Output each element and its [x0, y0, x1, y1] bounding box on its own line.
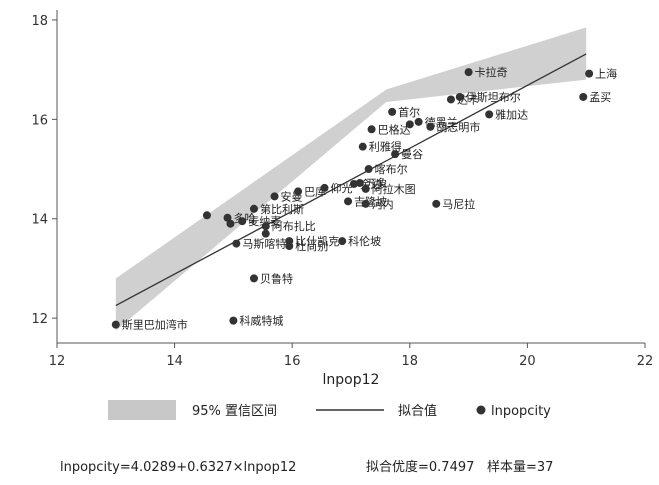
x-tick-label: 16: [284, 354, 301, 369]
data-point-label: 贝鲁特: [260, 271, 293, 285]
data-point: [355, 178, 364, 187]
data-point: [294, 187, 303, 196]
data-point-label: 孟买: [589, 91, 611, 104]
data-point: [426, 122, 435, 131]
y-tick-label: 18: [31, 14, 48, 29]
data-point: [229, 316, 238, 325]
data-marks: 斯里巴加湾市科威特城贝鲁特多哈马斯喀特麦纳麦第比利斯阿布扎比安曼杜尚别比什凯克巴…: [111, 27, 617, 332]
legend-fit-label: 拟合值: [398, 403, 437, 419]
data-point-label: 阿布扎比: [272, 219, 316, 233]
data-point: [358, 142, 367, 151]
data-point-label: 河内: [372, 197, 394, 211]
data-point: [270, 192, 279, 201]
data-point: [388, 107, 397, 116]
data-point: [391, 150, 400, 159]
data-point-label: 阿拉木图: [372, 182, 416, 196]
sample-size: 样本量=37: [487, 460, 553, 475]
data-point-label: 马尼拉: [442, 197, 475, 211]
y-tick-label: 16: [31, 113, 48, 128]
data-point-label: 麦纳麦: [248, 215, 281, 228]
data-point: [405, 120, 414, 129]
data-point-label: 科伦坡: [348, 234, 381, 248]
data-point-label: 马斯喀特: [242, 237, 286, 251]
data-point: [414, 117, 423, 126]
data-point: [364, 165, 373, 174]
x-tick-label: 22: [637, 354, 654, 369]
data-point: [579, 92, 588, 101]
data-point: [223, 213, 232, 222]
data-point-label: 卡拉奇: [475, 65, 508, 79]
data-point-label: 比什凯克: [295, 235, 339, 248]
data-point: [432, 199, 441, 208]
data-point-label: 利雅得: [369, 140, 402, 154]
legend-point-swatch: [476, 405, 486, 415]
data-point: [367, 125, 376, 134]
data-point-label: 万象: [366, 177, 388, 190]
r-squared: 拟合优度=0.7497: [366, 459, 474, 475]
data-point: [249, 274, 258, 283]
data-point-label: 上海: [595, 67, 617, 81]
data-point: [349, 179, 358, 188]
data-point: [226, 219, 235, 228]
y-tick-label: 14: [31, 213, 48, 228]
data-point-label: 雅加达: [495, 107, 528, 121]
data-point: [238, 217, 247, 226]
data-point-label: 伊斯坦布尔: [466, 90, 521, 104]
data-point: [361, 184, 370, 193]
data-point-label: 曼谷: [401, 148, 423, 161]
legend-ci-swatch: [108, 400, 176, 420]
data-point-label: 斯里巴加湾市: [122, 318, 188, 332]
data-point: [249, 204, 258, 213]
data-point-label: 第比利斯: [260, 202, 304, 216]
data-point-label: 巴格达: [378, 122, 411, 136]
fit-line: [115, 53, 587, 307]
legend-point-label: lnpopcity: [491, 404, 551, 419]
data-point: [232, 239, 241, 248]
y-tick-label: 12: [31, 312, 48, 327]
confidence-band: [115, 27, 587, 331]
footer-stats: lnpopcity=4.0289+0.6327×lnpop12 拟合优度=0.74…: [60, 459, 553, 475]
data-point: [320, 183, 329, 192]
regression-equation: lnpopcity=4.0289+0.6327×lnpop12: [60, 460, 296, 475]
data-point: [344, 197, 353, 206]
data-point: [585, 69, 594, 78]
x-tick-label: 14: [166, 354, 183, 369]
data-point: [285, 237, 294, 246]
data-point: [261, 222, 270, 231]
data-point: [485, 110, 494, 119]
data-point-label: 杜尚别: [295, 239, 328, 253]
data-point: [202, 211, 211, 220]
data-point: [464, 68, 473, 77]
x-axis-title: lnpop12: [323, 372, 380, 388]
data-point-label: 首尔: [398, 105, 420, 119]
x-tick-label: 18: [402, 354, 419, 369]
data-point-label: 喀布尔: [375, 163, 408, 176]
data-point: [111, 320, 120, 329]
axes: 12 14 16 18 20 22 12 14 16 18 lnpop12: [31, 10, 653, 388]
x-tick-label: 12: [49, 354, 66, 369]
data-point-label: 科威特城: [239, 314, 283, 328]
data-point: [446, 95, 455, 104]
data-point-label: 巴库: [304, 185, 326, 198]
legend: 95% 置信区间 拟合值 lnpopcity: [108, 400, 551, 420]
data-point-label: 胡志明市: [436, 120, 480, 134]
data-point: [455, 92, 464, 101]
data-point: [361, 199, 370, 208]
data-point: [338, 237, 347, 246]
data-point: [261, 229, 270, 238]
x-tick-label: 20: [519, 354, 536, 369]
data-point-label: 仰光: [331, 181, 353, 195]
legend-ci-label: 95% 置信区间: [192, 404, 277, 419]
